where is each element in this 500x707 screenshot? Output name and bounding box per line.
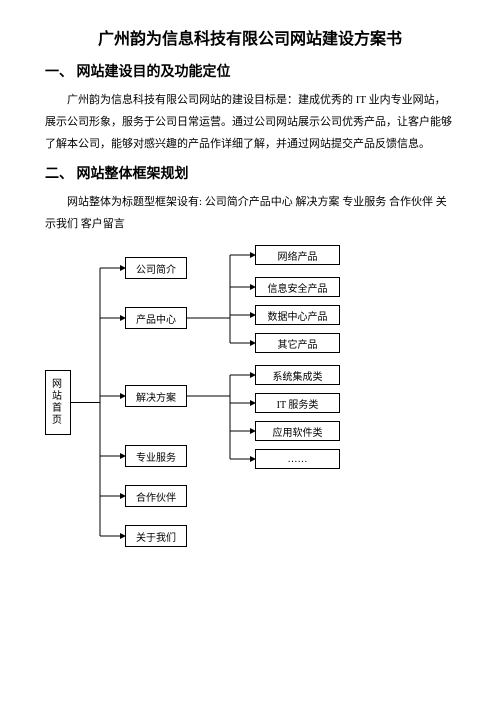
node-l2a-2: 数据中心产品: [255, 305, 340, 325]
node-l2b-2: 应用软件类: [255, 421, 340, 441]
diagram-connectors: [45, 245, 455, 555]
node-l2a-1: 信息安全产品: [255, 277, 340, 297]
sitemap-diagram: 网站首页 公司简介产品中心解决方案专业服务合作伙伴关于我们 网络产品信息安全产品数据…: [45, 245, 455, 555]
node-l2b-1: IT 服务类: [255, 393, 340, 413]
node-l1-5: 关于我们: [125, 525, 187, 547]
section2-heading: 二、 网站整体框架规划: [45, 163, 455, 183]
doc-title: 广州韵为信息科技有限公司网站建设方案书: [45, 25, 455, 49]
node-l1-3: 专业服务: [125, 445, 187, 467]
node-l2a-3: 其它产品: [255, 333, 340, 353]
node-l2a-0: 网络产品: [255, 245, 340, 265]
node-l2b-3: ……: [255, 449, 340, 469]
node-l2b-0: 系统集成类: [255, 365, 340, 385]
node-l1-1: 产品中心: [125, 307, 187, 329]
node-root: 网站首页: [45, 370, 71, 435]
node-l1-4: 合作伙伴: [125, 485, 187, 507]
node-l1-2: 解决方案: [125, 385, 187, 407]
section1-paragraph: 广州韵为信息科技有限公司网站的建设目标是：建成优秀的 IT 业内专业网站，展示公…: [45, 89, 455, 155]
section1-heading: 一、 网站建设目的及功能定位: [45, 61, 455, 81]
page: 广州韵为信息科技有限公司网站建设方案书 一、 网站建设目的及功能定位 广州韵为信…: [0, 0, 500, 575]
node-l1-0: 公司简介: [125, 257, 187, 279]
section2-paragraph: 网站整体为标题型框架设有: 公司简介产品中心 解决方案 专业服务 合作伙伴 关示…: [45, 191, 455, 235]
